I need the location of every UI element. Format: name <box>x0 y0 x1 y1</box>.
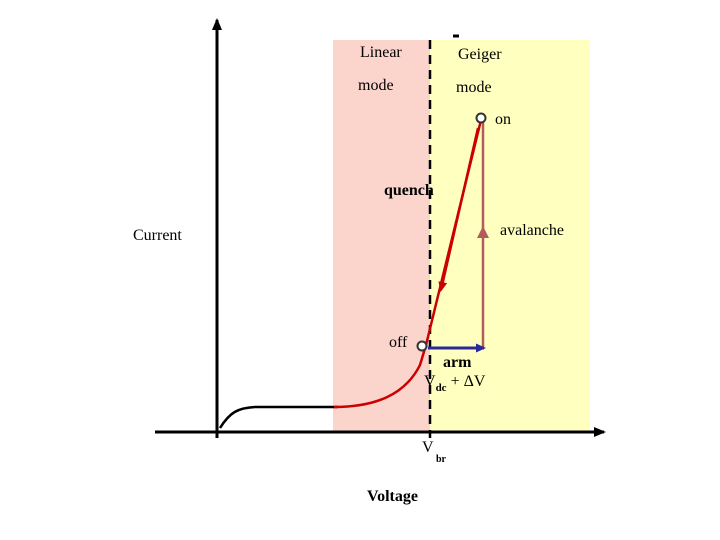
off-state-label: off <box>389 334 408 351</box>
vdc-symbol: V <box>424 373 436 390</box>
linear-mode-label-line2: mode <box>358 77 394 94</box>
geiger-mode-region <box>430 40 590 432</box>
iv-curve-low-bias <box>218 405 338 429</box>
vdc-delta-v: + ΔV <box>450 373 486 390</box>
quench-label: quench <box>384 182 434 199</box>
geiger-mode-label-line1: Geiger <box>458 46 502 63</box>
avalanche-arrowhead <box>477 226 489 238</box>
current-axis-label: Current <box>133 227 182 244</box>
geiger-mode-label-line2: mode <box>456 79 492 96</box>
vdc-label: Vdc + ΔV <box>424 373 486 394</box>
linear-mode-region <box>333 40 430 432</box>
vbr-label: V <box>422 439 434 456</box>
quench-arrow <box>438 127 480 292</box>
on-state-label: on <box>495 111 511 128</box>
iv-curve-breakdown <box>333 344 428 409</box>
avalanche-label: avalanche <box>500 222 564 239</box>
vdc-subscript: dc <box>435 382 447 394</box>
linear-mode-label-line1: Linear <box>360 44 402 61</box>
on-state-point <box>475 112 487 124</box>
voltage-axis-label: Voltage <box>367 488 418 505</box>
off-state-point <box>416 340 428 352</box>
arm-label: arm <box>443 354 472 371</box>
vbr-subscript: br <box>436 454 446 465</box>
